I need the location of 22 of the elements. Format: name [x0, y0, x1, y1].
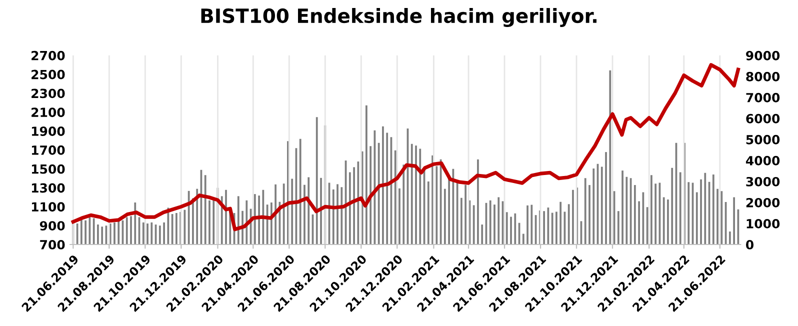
y-tick-label: 1900 — [32, 126, 65, 136]
y-tick-label: 2300 — [32, 88, 65, 98]
y-tick-label: 1700 — [32, 145, 65, 155]
y2-tick-label: 2000 — [746, 198, 780, 208]
y2-tick-label: 7000 — [746, 92, 780, 102]
y-tick-label: 700 — [40, 240, 65, 250]
y2-tick-label: 8000 — [746, 72, 780, 82]
y2-tick-label: 4000 — [746, 156, 780, 166]
y-tick-label: 1500 — [32, 164, 65, 174]
y2-tick-label: 1000 — [746, 218, 780, 228]
y-tick-label: 2500 — [32, 70, 65, 80]
y2-tick-label: 3000 — [746, 176, 780, 186]
y-tick-label: 2100 — [32, 108, 65, 118]
y2-tick-label: 5000 — [746, 134, 780, 144]
y-tick-label: 1300 — [32, 183, 65, 193]
y2-tick-label: 6000 — [746, 114, 780, 124]
y-tick-label: 2700 — [32, 50, 65, 60]
y2-tick-label: 0 — [746, 240, 754, 250]
y-tick-label: 1100 — [32, 202, 65, 212]
y2-tick-label: 9000 — [746, 50, 780, 60]
chart-title: BIST100 Endeksinde hacim geriliyor. — [201, 8, 596, 28]
y-tick-label: 900 — [40, 221, 65, 231]
